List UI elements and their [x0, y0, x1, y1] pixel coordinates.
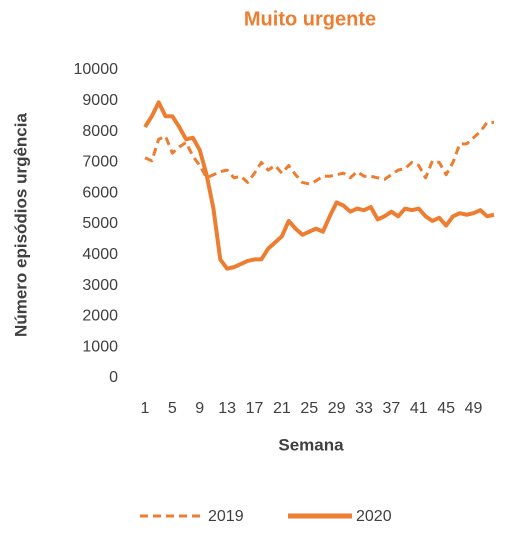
x-tick-label: 13: [218, 400, 236, 417]
x-tick-label: 1: [141, 400, 150, 417]
y-tick-label: 8000: [82, 123, 118, 140]
x-tick-label: 21: [273, 400, 291, 417]
x-tick-label: 25: [300, 400, 318, 417]
y-tick-label: 1000: [82, 338, 118, 355]
y-tick-label: 7000: [82, 154, 118, 171]
y-tick-label: 9000: [82, 92, 118, 109]
y-tick-label: 0: [109, 369, 118, 386]
legend-label: 2020: [356, 508, 392, 525]
x-tick-label: 9: [195, 400, 204, 417]
x-tick-label: 49: [465, 400, 483, 417]
series-line: [143, 100, 495, 271]
x-tick-label: 37: [382, 400, 400, 417]
y-tick-label: 6000: [82, 184, 118, 201]
y-axis-label: Número episódios urgência: [11, 113, 30, 337]
chart-title: Muito urgente: [244, 8, 376, 30]
y-tick-label: 5000: [82, 215, 118, 232]
x-tick-label: 5: [168, 400, 177, 417]
y-tick-label: 4000: [82, 246, 118, 263]
x-tick-label: 17: [246, 400, 264, 417]
legend-label: 2019: [208, 508, 244, 525]
y-tick-label: 10000: [74, 61, 119, 78]
x-tick-label: 33: [355, 400, 373, 417]
series-line: [144, 120, 494, 186]
y-tick-label: 3000: [82, 277, 118, 294]
x-tick-label: 29: [328, 400, 346, 417]
y-tick-label: 2000: [82, 308, 118, 325]
x-axis-label: Semana: [278, 435, 344, 454]
x-tick-label: 41: [410, 400, 428, 417]
x-tick-label: 45: [437, 400, 455, 417]
